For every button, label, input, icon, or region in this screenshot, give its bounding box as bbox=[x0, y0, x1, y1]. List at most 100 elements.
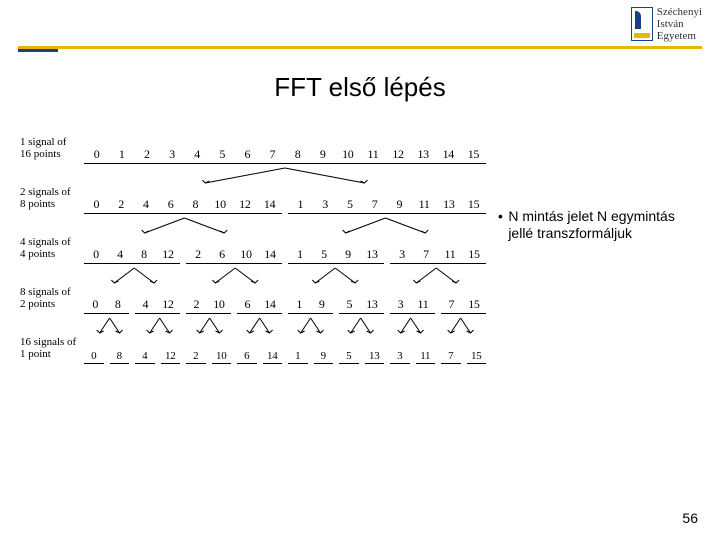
signal-value: 7 bbox=[447, 297, 455, 312]
signal-value: 14 bbox=[267, 350, 277, 362]
signal-value: 10 bbox=[214, 197, 226, 212]
split-arrow-icon bbox=[386, 266, 487, 286]
header-accent bbox=[18, 49, 58, 52]
split-arrow-icon bbox=[84, 266, 185, 286]
signal-group: 13 bbox=[365, 350, 385, 364]
signal-value: 11 bbox=[418, 297, 429, 312]
split-arrow-icon bbox=[285, 266, 386, 286]
signal-value: 5 bbox=[345, 297, 353, 312]
signal-group: 6 bbox=[237, 350, 257, 364]
signal-group: 08 bbox=[84, 297, 129, 314]
signal-value: 0 bbox=[90, 197, 102, 212]
split-arrow-icon bbox=[185, 266, 286, 286]
signal-value: 2 bbox=[141, 147, 153, 162]
signal-value: 0 bbox=[90, 247, 102, 262]
signal-value: 5 bbox=[344, 197, 356, 212]
signal-value: 3 bbox=[397, 350, 403, 362]
signal-value: 10 bbox=[342, 147, 354, 162]
signal-value: 5 bbox=[216, 147, 228, 162]
diagram-row: 8 signals of2 points08412210614195133117… bbox=[20, 286, 486, 314]
signal-group: 6 14 bbox=[237, 297, 282, 314]
signal-value: 2 bbox=[192, 297, 200, 312]
institution-line1: Széchenyi bbox=[657, 6, 702, 18]
signal-group: 11 bbox=[416, 350, 436, 364]
diagram-row-label: 16 signals of1 point bbox=[20, 336, 84, 364]
split-arrow-icon bbox=[84, 216, 285, 236]
signal-value: 12 bbox=[162, 247, 174, 262]
signal-value: 5 bbox=[346, 350, 352, 362]
signal-group: 5 bbox=[339, 350, 359, 364]
signal-value: 7 bbox=[420, 247, 432, 262]
split-arrow-icon bbox=[134, 316, 184, 336]
signal-value: 14 bbox=[264, 297, 275, 312]
diagram-row-groups: 0123456789101112131415 bbox=[84, 147, 486, 164]
signal-value: 11 bbox=[420, 350, 430, 362]
institution-line3: Egyetem bbox=[657, 30, 702, 42]
signal-group: 8 bbox=[110, 350, 130, 364]
signal-group: 311 bbox=[390, 297, 435, 314]
diagram-row-groups: 0841221061419513311715 bbox=[84, 350, 486, 364]
signal-value: 11 bbox=[418, 197, 430, 212]
signal-value: 1 bbox=[116, 147, 128, 162]
signal-value: 8 bbox=[114, 297, 122, 312]
fft-decomposition-diagram: 1 signal of16 points01234567891011121314… bbox=[20, 136, 486, 366]
signal-value: 11 bbox=[367, 147, 379, 162]
signal-value: 14 bbox=[264, 247, 276, 262]
signal-value: 15 bbox=[468, 247, 480, 262]
signal-value: 11 bbox=[444, 247, 456, 262]
signal-value: 8 bbox=[189, 197, 201, 212]
signal-value: 13 bbox=[417, 147, 429, 162]
signal-group: 0123456789101112131415 bbox=[84, 147, 486, 164]
signal-value: 12 bbox=[392, 147, 404, 162]
diagram-row-label: 4 signals of4 points bbox=[20, 236, 84, 264]
header-divider bbox=[18, 46, 702, 49]
signal-value: 2 bbox=[115, 197, 127, 212]
diagram-row-label: 8 signals of2 points bbox=[20, 286, 84, 314]
signal-group: 7 15 bbox=[441, 297, 486, 314]
signal-value: 4 bbox=[141, 297, 149, 312]
diagram-row-label: 2 signals of8 points bbox=[20, 186, 84, 214]
signal-value: 6 bbox=[165, 197, 177, 212]
signal-value: 15 bbox=[471, 350, 481, 362]
diagram-row-groups: 0246810121413579111315 bbox=[84, 197, 486, 214]
split-arrow-icon bbox=[84, 166, 486, 186]
signal-value: 15 bbox=[468, 297, 479, 312]
split-arrow-row bbox=[84, 166, 486, 186]
signal-value: 12 bbox=[165, 350, 175, 362]
signal-value: 3 bbox=[166, 147, 178, 162]
signal-value: 6 bbox=[243, 297, 251, 312]
signal-value: 4 bbox=[140, 197, 152, 212]
bullet-text: N mintás jelet N egymintás jellé transzf… bbox=[508, 208, 698, 242]
diagram-row-groups: 0481226101415913371115 bbox=[84, 247, 486, 264]
signal-value: 9 bbox=[320, 350, 326, 362]
signal-group: 12 bbox=[161, 350, 181, 364]
diagram-row: 2 signals of8 points02468101214135791113… bbox=[20, 186, 486, 214]
signal-value: 12 bbox=[162, 297, 173, 312]
signal-value: 0 bbox=[91, 350, 97, 362]
split-arrow-icon bbox=[185, 316, 235, 336]
signal-value: 9 bbox=[317, 147, 329, 162]
split-arrow-row bbox=[84, 266, 486, 286]
signal-value: 15 bbox=[468, 197, 480, 212]
signal-group: 4 12 bbox=[135, 297, 180, 314]
split-arrow-icon bbox=[84, 316, 134, 336]
diagram-row-groups: 0841221061419513311715 bbox=[84, 297, 486, 314]
signal-group: 0 bbox=[84, 350, 104, 364]
signal-group: 02468101214 bbox=[84, 197, 282, 214]
signal-group: 19 bbox=[288, 297, 333, 314]
signal-value: 4 bbox=[142, 350, 148, 362]
signal-group: 371115 bbox=[390, 247, 486, 264]
split-arrow-icon bbox=[235, 316, 285, 336]
signal-value: 1 bbox=[295, 297, 303, 312]
signal-value: 7 bbox=[448, 350, 454, 362]
page-number: 56 bbox=[682, 510, 698, 526]
diagram-row: 16 signals of1 point08412210614195133117… bbox=[20, 336, 486, 364]
split-arrow-icon bbox=[335, 316, 385, 336]
split-arrow-icon bbox=[386, 316, 436, 336]
logo-mark-icon bbox=[631, 7, 653, 41]
signal-group: 15 bbox=[467, 350, 487, 364]
signal-value: 4 bbox=[114, 247, 126, 262]
signal-group: 15913 bbox=[288, 247, 384, 264]
signal-group: 210 bbox=[186, 297, 231, 314]
signal-group: 513 bbox=[339, 297, 384, 314]
